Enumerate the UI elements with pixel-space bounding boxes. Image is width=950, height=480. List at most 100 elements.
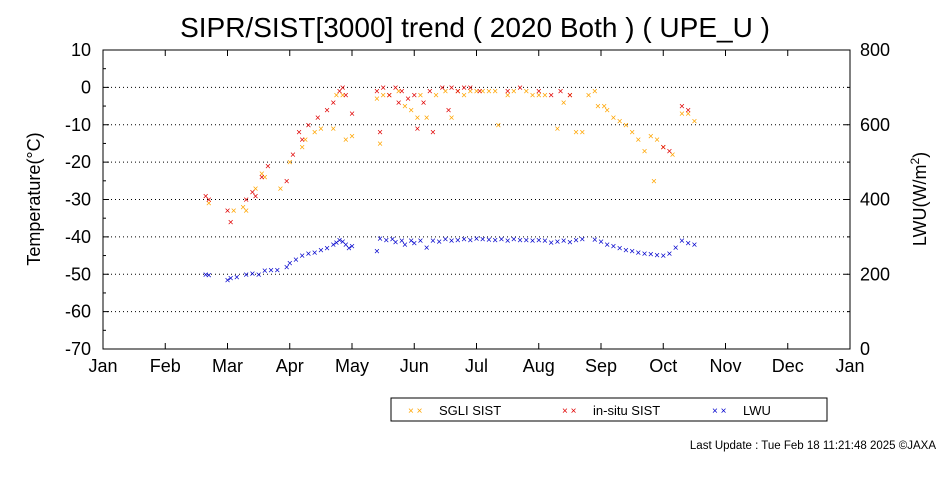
y-left-tick-label: 10 — [71, 40, 91, 60]
y-left-tick-label: -20 — [65, 152, 91, 172]
legend-item: × × in-situ SIST — [562, 403, 660, 418]
data-point: × — [206, 270, 212, 281]
data-point: × — [340, 237, 346, 248]
data-point: × — [377, 139, 383, 150]
data-point: × — [418, 90, 424, 101]
data-point: × — [228, 273, 234, 284]
data-point: × — [346, 244, 352, 255]
legend-label: SGLI SIST — [439, 403, 501, 418]
data-point: × — [449, 113, 455, 124]
data-point: × — [691, 240, 697, 251]
data-point: × — [679, 109, 685, 120]
data-point: × — [635, 135, 641, 146]
data-point: × — [343, 240, 349, 251]
data-point: × — [449, 236, 455, 247]
data-point: × — [505, 90, 511, 101]
data-point: × — [685, 239, 691, 250]
data-point: × — [548, 238, 554, 249]
y-left-tick-label: -70 — [65, 339, 91, 359]
data-point: × — [396, 98, 402, 109]
legend-marker: × × — [712, 406, 727, 417]
legend-marker: × × — [562, 406, 577, 417]
x-tick-label: Oct — [649, 356, 677, 376]
data-point: × — [424, 243, 430, 254]
y-right-tick-label: 400 — [860, 190, 890, 210]
data-point: × — [517, 83, 523, 94]
data-point: × — [284, 176, 290, 187]
data-point: × — [374, 94, 380, 105]
data-point: × — [390, 235, 396, 246]
data-point: × — [408, 236, 414, 247]
data-point: × — [430, 128, 436, 139]
data-point: × — [231, 206, 237, 217]
data-point: × — [330, 240, 336, 251]
data-point: × — [318, 245, 324, 256]
data-point: × — [523, 87, 529, 98]
data-point: × — [399, 87, 405, 98]
y-left-tick-label: -10 — [65, 115, 91, 135]
data-point: × — [523, 235, 529, 246]
data-point: × — [555, 237, 561, 248]
data-point: × — [393, 83, 399, 94]
data-point: × — [480, 87, 486, 98]
x-tick-label: Mar — [212, 356, 243, 376]
y-left-tick-label: -30 — [65, 190, 91, 210]
data-point: × — [206, 195, 212, 206]
data-point: × — [411, 239, 417, 250]
chart-title: SIPR/SIST[3000] trend ( 2020 Both ) ( UP… — [180, 12, 770, 43]
data-point: × — [558, 87, 564, 98]
data-point: × — [467, 235, 473, 246]
series-sgli-sist: ×× ×××××××××× × ×× ×× ×××× × ×× ××××× ××× × × × × × ×××… — [206, 87, 698, 218]
data-point: × — [474, 234, 480, 245]
data-point: × — [536, 90, 542, 101]
axis-ticks: 100-10-20-30-40-50-60-708006004002000Jan… — [65, 40, 890, 376]
data-point: × — [243, 270, 249, 281]
data-point: × — [673, 243, 679, 254]
data-point: × — [421, 98, 427, 109]
data-point: × — [324, 105, 330, 116]
data-point: × — [595, 102, 601, 113]
data-point: × — [623, 245, 629, 256]
data-point: × — [408, 105, 414, 116]
data-point: × — [611, 113, 617, 124]
data-point: × — [611, 242, 617, 253]
x-tick-label: Jul — [465, 356, 488, 376]
data-point: × — [573, 128, 579, 139]
data-point: × — [402, 102, 408, 113]
data-point: × — [579, 235, 585, 246]
x-tick-label: Jun — [400, 356, 429, 376]
data-point: × — [293, 255, 299, 266]
legend-label: LWU — [743, 403, 771, 418]
y-right-tick-label: 800 — [860, 40, 890, 60]
data-point: × — [604, 240, 610, 251]
data-point: × — [299, 251, 305, 262]
y-axis-right-label-sup: 2 — [908, 158, 922, 165]
data-point: × — [334, 90, 340, 101]
data-point: × — [691, 117, 697, 128]
y-axis-left-label: Temperature(°C) — [24, 132, 44, 265]
data-point: × — [567, 238, 573, 249]
data-point: × — [253, 184, 259, 195]
data-point: × — [629, 247, 635, 258]
last-update-text: Last Update : Tue Feb 18 11:21:48 2025 ©… — [690, 440, 936, 452]
data-point: × — [439, 83, 445, 94]
data-point: × — [455, 87, 461, 98]
data-point: × — [330, 124, 336, 135]
data-point: × — [396, 87, 402, 98]
data-point: × — [461, 235, 467, 246]
data-point: × — [374, 87, 380, 98]
data-point: × — [243, 195, 249, 206]
data-point: × — [203, 191, 209, 202]
series-in-situ-sist: ××××××××××××××××××××××××××××× ×××××××× × × ×… — [203, 83, 691, 229]
data-point: × — [442, 87, 448, 98]
data-point: × — [306, 249, 312, 260]
data-point: × — [349, 109, 355, 120]
data-point: × — [480, 235, 486, 246]
data-point: × — [290, 150, 296, 161]
data-point: × — [418, 236, 424, 247]
data-point: × — [383, 235, 389, 246]
data-point: × — [685, 109, 691, 120]
data-point: × — [386, 90, 392, 101]
data-point: × — [315, 113, 321, 124]
data-point: × — [287, 259, 293, 270]
